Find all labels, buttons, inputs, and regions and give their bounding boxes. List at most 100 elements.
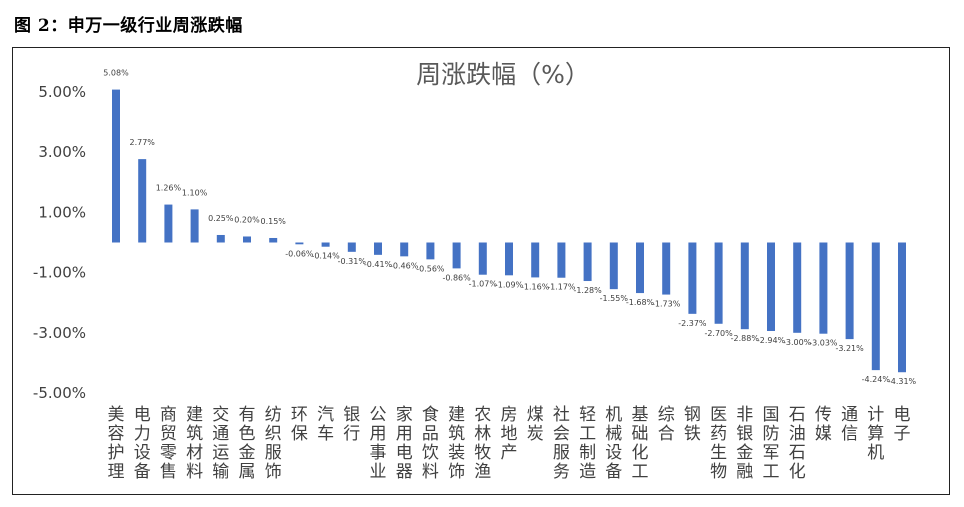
data-label: -1.09% bbox=[495, 280, 524, 289]
data-label: -1.16% bbox=[521, 282, 550, 291]
bar bbox=[216, 234, 225, 243]
category-label: 通信 bbox=[841, 405, 858, 444]
category-label: 综合 bbox=[658, 405, 675, 444]
bar bbox=[871, 242, 880, 371]
y-tick-label: 1.00% bbox=[38, 203, 86, 221]
data-label: 1.10% bbox=[182, 188, 208, 197]
category-label: 有色金属 bbox=[239, 405, 256, 482]
data-label: -0.46% bbox=[390, 261, 419, 270]
data-label: 1.26% bbox=[156, 184, 182, 193]
data-label: -0.56% bbox=[416, 264, 445, 273]
bar bbox=[138, 159, 147, 243]
data-label: -2.88% bbox=[731, 334, 760, 343]
data-label: -4.24% bbox=[862, 375, 891, 384]
data-label: -2.94% bbox=[757, 336, 786, 345]
data-label: -4.31% bbox=[888, 377, 917, 386]
data-label: -3.21% bbox=[835, 344, 864, 353]
bar bbox=[662, 242, 671, 295]
category-label: 农林牧渔 bbox=[474, 405, 491, 482]
category-label: 国防军工 bbox=[763, 405, 780, 482]
data-label: -1.07% bbox=[469, 280, 498, 289]
category-label: 基础化工 bbox=[632, 405, 649, 482]
y-tick-label: -1.00% bbox=[33, 264, 86, 282]
data-label: -0.06% bbox=[285, 249, 314, 258]
bar bbox=[767, 242, 775, 331]
data-label: -2.37% bbox=[678, 319, 707, 328]
data-label: -1.68% bbox=[626, 298, 655, 307]
y-tick-label: 3.00% bbox=[38, 143, 86, 161]
data-label: -0.41% bbox=[364, 260, 393, 269]
bar bbox=[740, 242, 749, 330]
category-label: 纺织服饰 bbox=[265, 405, 282, 482]
category-label: 商贸零售 bbox=[160, 405, 177, 482]
bar bbox=[583, 242, 592, 282]
bar bbox=[426, 242, 435, 260]
bar bbox=[164, 204, 173, 243]
category-label: 钢铁 bbox=[684, 405, 701, 444]
category-label: 电力设备 bbox=[134, 405, 151, 482]
data-label: 5.08% bbox=[103, 69, 129, 78]
data-label: 0.25% bbox=[208, 214, 234, 223]
category-label: 石油石化 bbox=[789, 405, 806, 482]
category-label: 煤炭 bbox=[527, 405, 544, 444]
bar bbox=[347, 242, 356, 252]
category-label: 非银金融 bbox=[736, 405, 753, 482]
bar bbox=[819, 242, 828, 334]
data-label: -3.03% bbox=[809, 339, 838, 348]
bar bbox=[557, 242, 566, 278]
bar bbox=[688, 242, 697, 314]
data-label: 0.20% bbox=[234, 215, 260, 224]
bar bbox=[452, 242, 461, 269]
category-label: 美容护理 bbox=[108, 405, 125, 482]
category-label: 银行 bbox=[343, 405, 360, 444]
bar bbox=[190, 209, 199, 243]
bar bbox=[898, 242, 906, 373]
category-label: 轻工制造 bbox=[579, 405, 596, 482]
category-label: 社会服务 bbox=[553, 405, 570, 482]
data-label: -0.86% bbox=[442, 273, 471, 282]
chart-frame bbox=[12, 47, 950, 495]
bar bbox=[243, 236, 251, 243]
bar bbox=[636, 242, 644, 294]
y-tick-label: -3.00% bbox=[33, 324, 86, 342]
data-label: -1.55% bbox=[600, 294, 629, 303]
bar bbox=[295, 242, 304, 245]
category-label: 医药生物 bbox=[710, 405, 727, 482]
category-label: 建筑材料 bbox=[186, 405, 203, 482]
category-label: 房地产 bbox=[501, 405, 518, 463]
bar bbox=[321, 242, 330, 247]
bar bbox=[112, 89, 120, 243]
y-tick-label: -5.00% bbox=[33, 384, 86, 402]
bar bbox=[609, 242, 618, 290]
data-label: -1.28% bbox=[573, 286, 602, 295]
bar bbox=[793, 242, 802, 333]
figure-caption: 图 2：申万一级行业周涨跌幅 bbox=[14, 16, 243, 36]
data-label: 0.15% bbox=[260, 217, 286, 226]
data-label: -2.70% bbox=[704, 329, 733, 338]
bar bbox=[374, 242, 382, 255]
category-label: 食品饮料 bbox=[422, 405, 439, 482]
y-tick-label: 5.00% bbox=[38, 83, 86, 101]
category-label: 机械设备 bbox=[605, 405, 622, 482]
bar bbox=[531, 242, 540, 278]
category-label: 公用事业 bbox=[370, 405, 387, 482]
category-label: 建筑装饰 bbox=[448, 405, 465, 482]
data-label: -1.73% bbox=[652, 300, 681, 309]
data-label: -1.17% bbox=[547, 283, 576, 292]
category-label: 家用电器 bbox=[396, 405, 413, 482]
bar bbox=[505, 242, 513, 276]
data-label: -0.14% bbox=[311, 252, 340, 261]
bar bbox=[478, 242, 487, 275]
bar bbox=[269, 237, 278, 243]
category-label: 汽车 bbox=[317, 405, 334, 444]
category-label: 传媒 bbox=[815, 405, 832, 444]
bar bbox=[400, 242, 409, 257]
category-label: 交通运输 bbox=[212, 405, 229, 482]
chart-title: 周涨跌幅（%） bbox=[416, 60, 590, 89]
category-label: 计算机 bbox=[867, 405, 884, 463]
category-label: 电子 bbox=[894, 405, 911, 444]
data-label: 2.77% bbox=[129, 138, 155, 147]
data-label: -0.31% bbox=[338, 257, 367, 266]
bar bbox=[845, 242, 854, 340]
